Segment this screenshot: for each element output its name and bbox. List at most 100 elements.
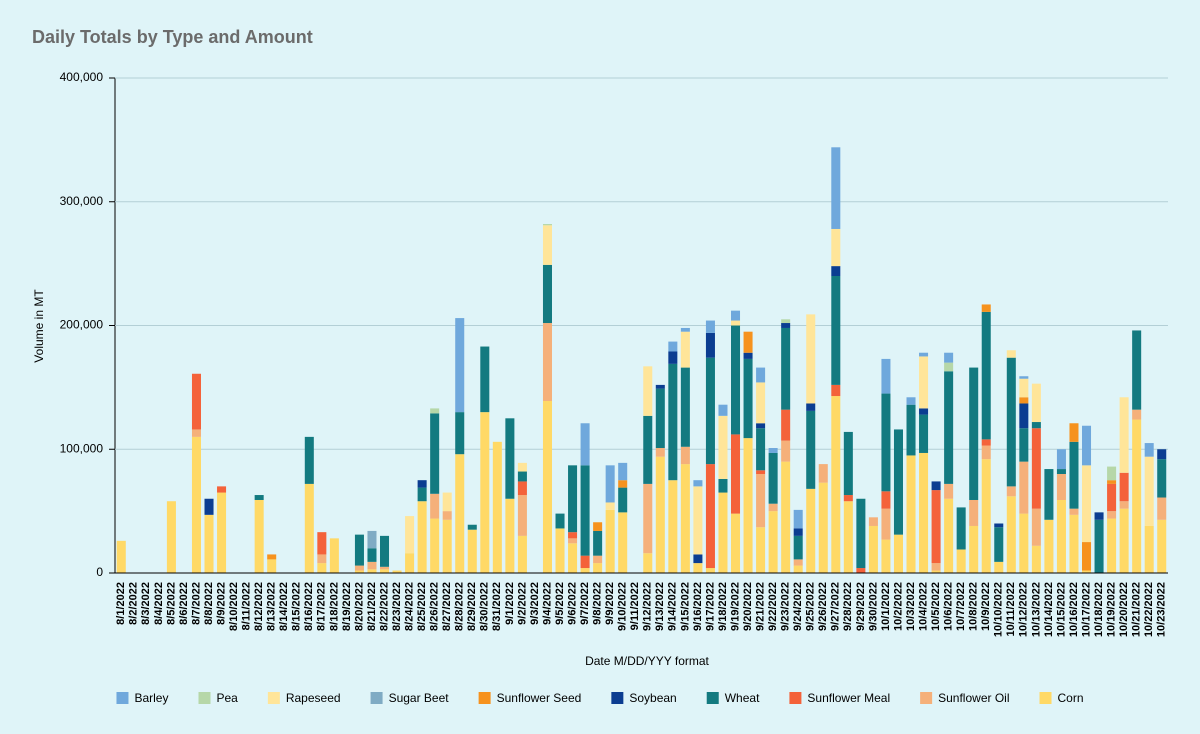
bar-segment bbox=[166, 501, 176, 573]
x-tick-label: 10/7/2022 bbox=[955, 582, 967, 631]
legend-swatch bbox=[611, 692, 624, 704]
y-tick-label: 300,000 bbox=[60, 194, 104, 208]
bar-segment bbox=[981, 311, 991, 440]
bar-segment bbox=[417, 501, 427, 573]
bar-segment bbox=[254, 495, 264, 500]
bar-segment bbox=[969, 525, 979, 573]
bar-segment bbox=[1019, 376, 1029, 379]
bar-segment bbox=[731, 320, 741, 326]
x-tick-label: 10/5/2022 bbox=[930, 582, 942, 631]
x-tick-label: 10/17/2022 bbox=[1080, 582, 1092, 637]
bar-segment bbox=[1157, 519, 1167, 573]
bar-segment bbox=[655, 448, 665, 457]
bar-segment bbox=[981, 459, 991, 573]
bar-segment bbox=[618, 462, 628, 481]
bar-segment bbox=[893, 429, 903, 535]
x-tick-label: 10/4/2022 bbox=[917, 582, 929, 631]
x-tick-label: 9/7/2022 bbox=[579, 582, 591, 625]
bar-segment bbox=[881, 491, 891, 509]
bar-segment bbox=[806, 410, 816, 489]
bar-segment bbox=[956, 507, 966, 550]
bar-segment bbox=[718, 478, 728, 493]
bar-segment bbox=[756, 382, 766, 424]
x-tick-label: 10/12/2022 bbox=[1018, 582, 1030, 637]
x-tick-label: 8/25/2022 bbox=[416, 582, 428, 631]
bar-segment bbox=[743, 438, 753, 573]
bar-segment bbox=[593, 555, 603, 564]
bar-segment bbox=[405, 516, 415, 554]
bar-segment bbox=[1044, 469, 1054, 520]
bar-segment bbox=[731, 513, 741, 573]
bar-segment bbox=[505, 418, 515, 499]
bar-segment bbox=[568, 543, 578, 573]
x-tick-label: 8/3/2022 bbox=[140, 582, 152, 625]
bar-segment bbox=[1044, 519, 1054, 573]
bar-segment bbox=[442, 511, 452, 520]
bar-segment bbox=[919, 352, 929, 357]
bar-segment bbox=[1031, 422, 1041, 429]
legend-swatch bbox=[267, 692, 280, 704]
bar-segment bbox=[705, 464, 715, 569]
x-tick-label: 8/18/2022 bbox=[328, 582, 340, 631]
bar-segment bbox=[1082, 542, 1092, 571]
x-tick-label: 8/6/2022 bbox=[178, 582, 190, 625]
bar-segment bbox=[743, 358, 753, 439]
chart-title: Daily Totals by Type and Amount bbox=[32, 27, 313, 47]
bar-segment bbox=[643, 415, 653, 484]
bar-segment bbox=[831, 396, 841, 573]
bar-segment bbox=[1019, 397, 1029, 404]
x-tick-label: 8/29/2022 bbox=[466, 582, 478, 631]
bar-segment bbox=[568, 532, 578, 539]
bar-segment bbox=[793, 509, 803, 529]
x-tick-label: 10/22/2022 bbox=[1143, 582, 1155, 637]
x-tick-label: 9/14/2022 bbox=[667, 582, 679, 631]
x-tick-label: 9/6/2022 bbox=[566, 582, 578, 625]
legend-label: Sunflower Seed bbox=[497, 691, 582, 705]
bar-segment bbox=[455, 454, 465, 573]
legend-swatch bbox=[1039, 692, 1052, 704]
x-tick-label: 9/1/2022 bbox=[504, 582, 516, 625]
bar-segment bbox=[605, 465, 615, 503]
x-tick-label: 9/12/2022 bbox=[642, 582, 654, 631]
bar-segment bbox=[1006, 486, 1016, 497]
bar-segment bbox=[517, 481, 527, 496]
bar-segment bbox=[818, 464, 828, 483]
bar-segment bbox=[931, 490, 941, 564]
bar-segment bbox=[1006, 496, 1016, 573]
legend-swatch bbox=[706, 692, 719, 704]
x-tick-label: 9/13/2022 bbox=[654, 582, 666, 631]
bar-segment bbox=[1069, 508, 1079, 515]
y-axis-title: Volume in MT bbox=[32, 289, 46, 363]
x-tick-label: 9/22/2022 bbox=[767, 582, 779, 631]
bar-segment bbox=[756, 470, 766, 474]
bar-segment bbox=[1056, 474, 1066, 500]
x-tick-label: 9/21/2022 bbox=[754, 582, 766, 631]
bar-segment bbox=[806, 488, 816, 573]
x-tick-label: 8/1/2022 bbox=[115, 582, 127, 625]
bar-segment bbox=[906, 404, 916, 456]
bar-segment bbox=[1132, 409, 1142, 420]
bar-segment bbox=[944, 498, 954, 573]
x-tick-label: 9/24/2022 bbox=[792, 582, 804, 631]
bar-segment bbox=[919, 408, 929, 415]
bar-segment bbox=[680, 446, 690, 465]
bar-segment bbox=[1019, 403, 1029, 429]
bar-segment bbox=[781, 440, 791, 462]
bar-segment bbox=[191, 429, 201, 437]
bar-segment bbox=[417, 480, 427, 488]
bar-segment bbox=[1119, 508, 1129, 573]
legend-label: Sunflower Meal bbox=[807, 691, 890, 705]
bar-segment bbox=[442, 519, 452, 573]
bar-segment bbox=[731, 325, 741, 435]
bar-segment bbox=[1094, 512, 1104, 520]
x-tick-label: 8/2/2022 bbox=[128, 582, 140, 625]
bar-segment bbox=[116, 540, 126, 573]
legend-label: Corn bbox=[1058, 691, 1084, 705]
bar-segment bbox=[718, 404, 728, 416]
bar-segment bbox=[367, 548, 377, 562]
x-tick-label: 10/2/2022 bbox=[892, 582, 904, 631]
x-tick-label: 8/27/2022 bbox=[441, 582, 453, 631]
x-tick-label: 9/25/2022 bbox=[805, 582, 817, 631]
x-tick-label: 10/18/2022 bbox=[1093, 582, 1105, 637]
legend: Barley Pea Rapeseed Sugar Beet Sunflower See… bbox=[116, 691, 1084, 705]
